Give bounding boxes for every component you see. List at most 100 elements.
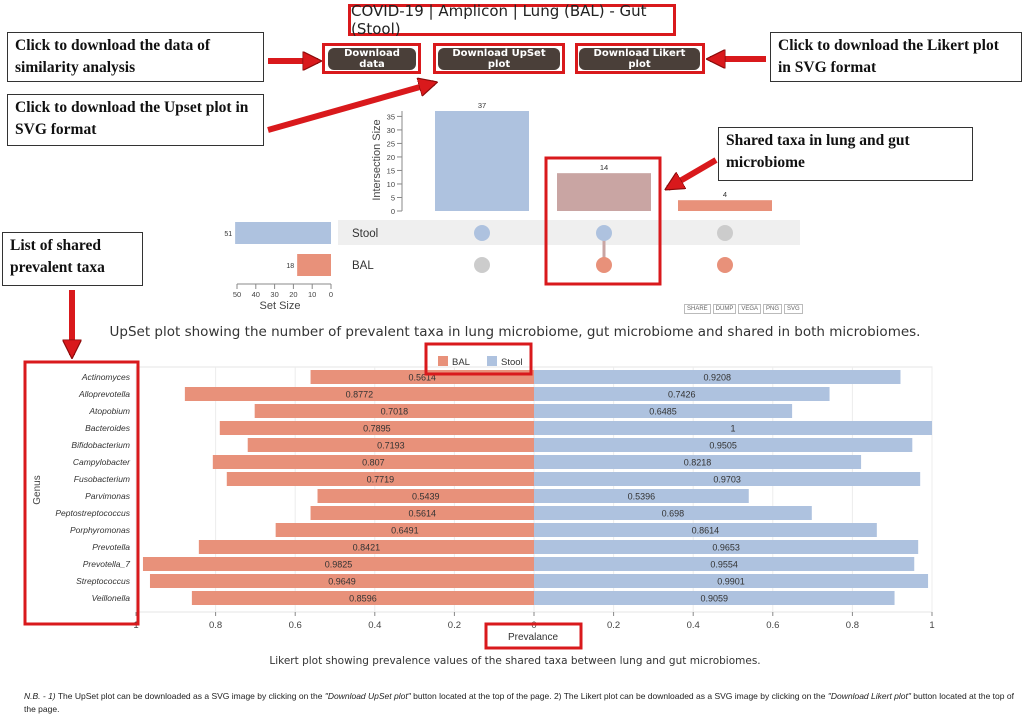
upset-y-tick-label: 35 [387,112,395,121]
likert-bar-stool [534,387,830,401]
likert-value-bal: 0.8421 [353,543,381,553]
likert-bar-stool [534,421,932,435]
likert-genus-label: Actinomyces [81,372,131,382]
upset-set-size-tick-label: 10 [308,290,316,299]
likert-value-stool: 0.9059 [701,594,729,604]
likert-value-stool: 0.6485 [649,407,677,417]
upset-set-size-tick-label: 0 [329,290,333,299]
likert-value-bal: 0.6491 [391,526,419,536]
likert-x-tick-label: 0.4 [368,620,381,631]
upset-y-axis-label: Intersection Size [371,119,383,200]
upset-set-size-axis-label: Set Size [260,300,301,312]
upset-set-size-label: 18 [286,263,294,270]
png-button[interactable]: PNG [763,304,783,314]
likert-plot: 1 0.8 0.6 0.4 0.2 0 0.2 0.4 0.6 0.8 10.5614 0.9208A… [23,342,935,650]
page-title: COVID-19 | Amplicon | Lung (BAL) - Gut (… [348,2,676,38]
footnote-btn1: "Download UpSet plot" [324,691,411,701]
download-likert-button[interactable]: Download Likert plot [579,48,700,70]
upset-dot [717,257,733,273]
upset-bar [678,200,772,211]
footnote-btn2: "Download Likert plot" [827,691,911,701]
likert-bar-bal [317,489,534,503]
likert-value-bal: 0.7719 [367,475,395,485]
likert-value-stool: 0.7426 [668,390,696,400]
likert-bar-bal [310,506,534,520]
likert-bar-stool [534,404,793,418]
likert-bar-bal [142,557,534,571]
upset-y-tick-label: 20 [387,153,395,162]
callout-shared-taxa: Shared taxa in lung and gut microbiome [718,127,973,181]
likert-x-tick-label: 0.6 [289,620,302,631]
download-data-highlight [322,43,421,74]
likert-value-bal: 0.8772 [346,390,374,400]
share-button[interactable]: SHARE [684,304,711,314]
upset-set-size-bar [235,222,331,244]
upset-bar-label: 4 [723,190,727,199]
legend-label-stool: Stool [501,357,523,368]
upset-dot [596,225,612,241]
download-upset-button[interactable]: Download UpSet plot [438,48,560,70]
likert-bar-bal [191,591,534,605]
likert-x-tick-label: 0.6 [766,620,779,631]
download-data-button[interactable]: Download data [328,48,416,70]
vega-button[interactable]: VEGA [738,304,762,314]
likert-value-stool: 0.9554 [710,560,738,570]
likert-value-bal: 0.9649 [328,577,356,587]
likert-genus-label: Prevotella [92,542,130,552]
upset-bar-label: 37 [478,101,486,110]
upset-y-tick-label: 5 [391,193,395,202]
callout-download-upset: Click to download the Upset plot in SVG … [7,94,264,146]
likert-value-stool: 0.8218 [684,458,712,468]
likert-bar-bal [184,387,535,401]
footnote: N.B. - 1) The UpSet plot can be download… [24,690,1014,716]
likert-value-stool: 0.9901 [717,577,745,587]
upset-set-size-tick-label: 40 [252,290,260,299]
upset-bar [435,111,529,211]
callout-shared-list: List of shared prevalent taxa [2,232,143,286]
likert-x-tick-label: 0.8 [846,620,859,631]
likert-value-stool: 0.8614 [692,526,720,536]
footnote-nb: N.B. - 1) [24,691,56,701]
likert-value-bal: 0.7895 [363,424,391,434]
dump-button[interactable]: DUMP [712,304,737,314]
upset-y-tick-label: 10 [387,180,395,189]
likert-value-bal: 0.5439 [412,492,440,502]
upset-dot [717,225,733,241]
likert-genus-label: Atopobium [88,406,130,416]
upset-set-size-tick-label: 50 [233,290,241,299]
likert-value-stool: 0.9653 [712,543,740,553]
likert-value-stool: 1 [730,424,735,434]
upset-y-tick-label: 25 [387,139,395,148]
footnote-part4: button located at the top of the page. [24,691,1014,714]
likert-bar-stool [534,574,929,588]
likert-bar-stool [534,455,862,469]
likert-caption: Likert plot showing prevalence values of… [269,655,761,667]
likert-bar-stool [534,557,915,571]
likert-bar-bal [254,404,534,418]
likert-bar-stool [534,370,901,384]
arrow-download-upset [267,83,434,133]
likert-value-bal: 0.7193 [377,441,405,451]
upset-set-size-label: 51 [224,231,232,238]
likert-genus-label: Streptococcus [76,576,131,586]
likert-x-tick-label: 0.8 [209,620,222,631]
legend-highlight [424,342,533,376]
likert-value-stool: 0.698 [662,509,685,519]
likert-genus-label: Parvimonas [85,491,131,501]
upset-set-label: BAL [352,260,374,272]
upset-set-size-bar [297,254,331,276]
likert-bar-stool [534,540,919,554]
likert-value-bal: 0.5614 [409,373,437,383]
upset-bar [557,173,651,211]
likert-value-bal: 0.8596 [349,594,377,604]
likert-bar-bal [212,455,534,469]
likert-genus-label: Fusobacterium [74,474,130,484]
likert-genus-label: Porphyromonas [70,525,131,535]
likert-x-tick-label: 0.2 [607,620,620,631]
callout-download-data: Click to download the data of similarity… [7,32,264,82]
upset-dot [474,257,490,273]
svg-button[interactable]: SVG [784,304,803,314]
upset-set-size-tick-label: 30 [270,290,278,299]
